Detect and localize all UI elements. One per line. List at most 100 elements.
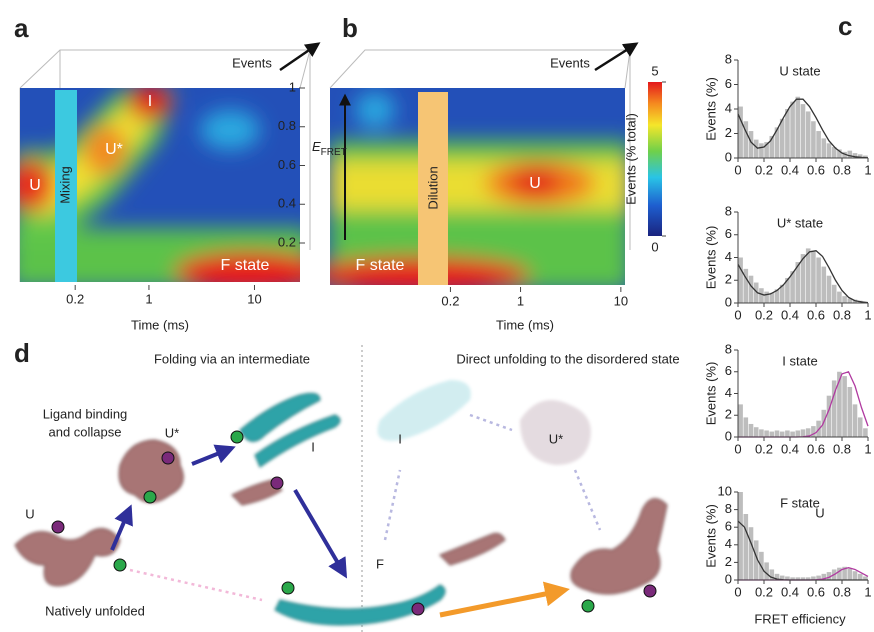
- x-tick-label: 0.4: [781, 584, 799, 599]
- y-axis-label: Events (%): [703, 226, 718, 290]
- bar: [779, 575, 785, 580]
- y-tick-label: 0.8: [278, 118, 296, 133]
- bar: [847, 298, 853, 303]
- y-tick-label: 0: [725, 294, 732, 309]
- diagram-label: U*: [549, 431, 563, 446]
- bar: [816, 575, 821, 580]
- panel-label: b: [342, 13, 358, 43]
- bar: [759, 143, 764, 158]
- x-tick-label: 0.4: [781, 307, 799, 322]
- colorbar-tick-label: 0: [651, 239, 658, 254]
- bar: [805, 248, 811, 303]
- bar: [795, 262, 801, 303]
- bar: [847, 386, 853, 437]
- bar: [857, 417, 863, 437]
- bar: [743, 514, 749, 580]
- bar: [779, 284, 785, 303]
- bar: [753, 139, 759, 158]
- bar: [748, 527, 754, 580]
- bar: [790, 101, 795, 158]
- x-tick-label: 0.6: [807, 162, 825, 177]
- y-tick-label: 8: [725, 501, 732, 516]
- bar: [790, 271, 795, 303]
- bar: [842, 376, 847, 437]
- bar: [800, 254, 806, 303]
- bar: [769, 292, 775, 303]
- bar: [837, 567, 842, 580]
- y-tick-label: 6: [725, 226, 732, 241]
- diagram-label: and collapse: [49, 424, 122, 439]
- state-label: U*: [105, 141, 123, 158]
- bar: [852, 571, 858, 580]
- x-tick-label: 0.8: [833, 162, 851, 177]
- bar: [759, 288, 764, 303]
- bar: [795, 577, 801, 580]
- bar: [753, 282, 759, 303]
- bar: [743, 417, 749, 437]
- colorbar: [648, 82, 662, 236]
- x-tick-label: 0.6: [807, 441, 825, 456]
- x-tick-label: 0.2: [755, 584, 773, 599]
- y-tick-label: 0.2: [278, 234, 296, 249]
- bar: [795, 96, 801, 158]
- efret-symbol: E: [312, 139, 321, 154]
- bar: [847, 568, 853, 580]
- diagram-label: Ligand binding: [43, 406, 128, 421]
- bar: [779, 431, 785, 437]
- heatmap-a: [20, 88, 300, 282]
- bar: [800, 104, 806, 158]
- x-tick-label: 0.6: [807, 584, 825, 599]
- bar: [847, 150, 853, 158]
- y-tick-label: 4: [725, 100, 732, 115]
- bar: [790, 431, 795, 437]
- bar: [785, 430, 790, 437]
- bar: [863, 576, 868, 580]
- arrows: [110, 413, 602, 618]
- events-arrow: [594, 42, 639, 72]
- x-tick-label: 0.4: [781, 162, 799, 177]
- dilution-bar: [418, 92, 448, 285]
- bar: [837, 149, 842, 158]
- bar: [805, 577, 811, 580]
- bar: [857, 573, 863, 580]
- y-tick-label: 6: [725, 519, 732, 534]
- bar: [743, 121, 749, 158]
- y-tick-label: 4: [725, 536, 732, 551]
- x-tick-label: 0: [734, 307, 741, 322]
- efret-label: EFRET: [312, 139, 347, 157]
- x-tick-label: 0.8: [833, 584, 851, 599]
- chart-title: F state: [780, 495, 820, 510]
- x-tick-label: 0.8: [833, 307, 851, 322]
- bar: [790, 577, 795, 580]
- bar: [764, 142, 769, 158]
- x-tick-label: 0: [734, 584, 741, 599]
- x-tick-label: 10: [247, 291, 261, 306]
- x-axis-label: Time (ms): [131, 317, 189, 332]
- mixing-bar: [55, 90, 77, 282]
- bar: [831, 146, 837, 158]
- y-axis-label: Events (%): [703, 504, 718, 568]
- x-tick-label: 0.2: [66, 291, 84, 306]
- y-tick-label: 10: [718, 483, 732, 498]
- x-tick-label: 1: [864, 307, 871, 322]
- bar: [842, 566, 847, 580]
- bar: [811, 426, 816, 437]
- molecules: [14, 380, 668, 626]
- bar: [769, 431, 775, 437]
- x-axis-label: Time (ms): [496, 317, 554, 332]
- bar: [826, 395, 832, 437]
- state-label: F state: [356, 257, 405, 274]
- y-tick-label: 0: [725, 571, 732, 586]
- panel-label: d: [14, 338, 30, 368]
- y-tick-label: 2: [725, 272, 732, 287]
- y-tick-label: 6: [725, 363, 732, 378]
- y-tick-label: 6: [725, 76, 732, 91]
- bar: [821, 266, 827, 303]
- x-tick-label: 0: [734, 441, 741, 456]
- bar: [738, 106, 743, 158]
- x-tick-label: 0.2: [441, 293, 459, 308]
- bar: [811, 576, 816, 580]
- y-tick-label: 8: [725, 203, 732, 218]
